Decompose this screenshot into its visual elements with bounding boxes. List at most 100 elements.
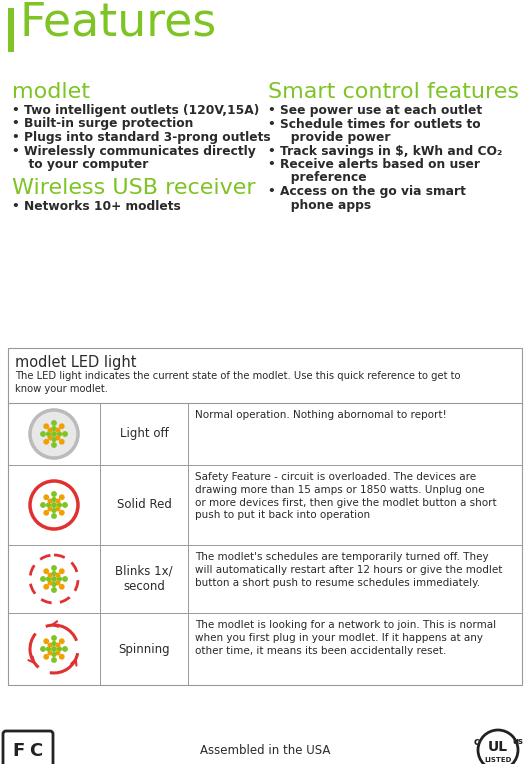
Circle shape: [56, 436, 60, 440]
Text: preference: preference: [278, 171, 367, 184]
Circle shape: [52, 652, 56, 656]
Text: Light off: Light off: [120, 428, 169, 441]
Circle shape: [29, 624, 79, 674]
Text: The LED light indicates the current state of the modlet. Use this quick referenc: The LED light indicates the current stat…: [15, 371, 461, 394]
Circle shape: [41, 647, 45, 651]
Circle shape: [29, 554, 79, 604]
Circle shape: [59, 424, 64, 429]
Text: modlet: modlet: [12, 82, 90, 102]
Circle shape: [48, 581, 52, 584]
Circle shape: [47, 577, 50, 581]
Circle shape: [56, 573, 60, 577]
Circle shape: [52, 588, 56, 592]
Circle shape: [44, 439, 48, 444]
Text: • Networks 10+ modlets: • Networks 10+ modlets: [12, 199, 181, 212]
Circle shape: [58, 577, 61, 581]
Circle shape: [48, 507, 52, 511]
Circle shape: [44, 424, 48, 429]
Circle shape: [47, 432, 50, 436]
Text: Assembled in the USA: Assembled in the USA: [200, 743, 330, 756]
Circle shape: [56, 499, 60, 503]
Circle shape: [44, 510, 48, 515]
Circle shape: [56, 651, 60, 655]
Circle shape: [52, 492, 56, 496]
Circle shape: [48, 429, 52, 432]
Circle shape: [52, 438, 56, 442]
Text: Spinning: Spinning: [118, 643, 170, 656]
Text: C: C: [29, 742, 42, 760]
Circle shape: [52, 647, 56, 651]
Text: Solid Red: Solid Red: [117, 498, 171, 512]
Circle shape: [52, 571, 56, 575]
Circle shape: [56, 429, 60, 432]
Circle shape: [52, 503, 56, 507]
Text: The modlet's schedules are temporarily turned off. They
will automatically resta: The modlet's schedules are temporarily t…: [195, 552, 502, 588]
Circle shape: [48, 651, 52, 655]
Circle shape: [63, 503, 67, 507]
Circle shape: [29, 409, 79, 459]
Text: • See power use at each outlet: • See power use at each outlet: [268, 104, 482, 117]
Circle shape: [56, 643, 60, 647]
Text: • Track savings in $, kWh and CO₂: • Track savings in $, kWh and CO₂: [268, 144, 502, 157]
Text: F: F: [13, 742, 25, 760]
Bar: [8, 8, 14, 52]
Text: UL: UL: [488, 740, 508, 754]
Circle shape: [52, 577, 56, 581]
FancyBboxPatch shape: [3, 731, 53, 764]
Circle shape: [52, 658, 56, 662]
Text: The modlet is looking for a network to join. This is normal
when you first plug : The modlet is looking for a network to j…: [195, 620, 496, 656]
Text: Features: Features: [20, 1, 217, 46]
Text: modlet LED light: modlet LED light: [15, 355, 137, 370]
Circle shape: [59, 495, 64, 500]
Circle shape: [59, 584, 64, 589]
Circle shape: [44, 569, 48, 574]
Circle shape: [41, 432, 45, 436]
Text: • Plugs into standard 3-prong outlets: • Plugs into standard 3-prong outlets: [12, 131, 271, 144]
Circle shape: [58, 432, 61, 436]
Circle shape: [52, 514, 56, 518]
Text: • Schedule times for outlets to: • Schedule times for outlets to: [268, 118, 481, 131]
Circle shape: [56, 507, 60, 511]
Circle shape: [59, 655, 64, 659]
Circle shape: [56, 581, 60, 584]
Circle shape: [52, 443, 56, 447]
Circle shape: [59, 439, 64, 444]
Circle shape: [52, 426, 56, 430]
Text: provide power: provide power: [278, 131, 391, 144]
Text: Smart control features: Smart control features: [268, 82, 519, 102]
Circle shape: [41, 503, 45, 507]
Circle shape: [48, 573, 52, 577]
Text: c: c: [473, 737, 479, 747]
Text: • Receive alerts based on user: • Receive alerts based on user: [268, 158, 480, 171]
Text: Blinks 1x/
second: Blinks 1x/ second: [115, 565, 173, 594]
Text: phone apps: phone apps: [278, 199, 371, 212]
Circle shape: [52, 642, 56, 646]
Text: to your computer: to your computer: [20, 158, 148, 171]
Text: us: us: [513, 737, 524, 746]
Circle shape: [48, 643, 52, 647]
Circle shape: [47, 503, 50, 507]
Circle shape: [59, 510, 64, 515]
Circle shape: [48, 499, 52, 503]
Circle shape: [44, 639, 48, 643]
Text: • Wirelessly communicates directly: • Wirelessly communicates directly: [12, 144, 256, 157]
Circle shape: [44, 495, 48, 500]
Text: Wireless USB receiver: Wireless USB receiver: [12, 177, 255, 198]
Circle shape: [52, 432, 56, 436]
Text: Safety Feature - circuit is overloaded. The devices are
drawing more than 15 amp: Safety Feature - circuit is overloaded. …: [195, 472, 497, 520]
Circle shape: [52, 421, 56, 426]
Text: LISTED: LISTED: [484, 757, 511, 763]
Circle shape: [63, 432, 67, 436]
Circle shape: [59, 569, 64, 574]
Circle shape: [44, 584, 48, 589]
Circle shape: [63, 647, 67, 651]
Circle shape: [52, 636, 56, 640]
Circle shape: [52, 497, 56, 501]
Circle shape: [63, 577, 67, 581]
Text: • Two intelligent outlets (120V,15A): • Two intelligent outlets (120V,15A): [12, 104, 259, 117]
Circle shape: [47, 647, 50, 651]
Circle shape: [44, 655, 48, 659]
Circle shape: [52, 566, 56, 570]
Circle shape: [48, 436, 52, 440]
Circle shape: [52, 583, 56, 587]
